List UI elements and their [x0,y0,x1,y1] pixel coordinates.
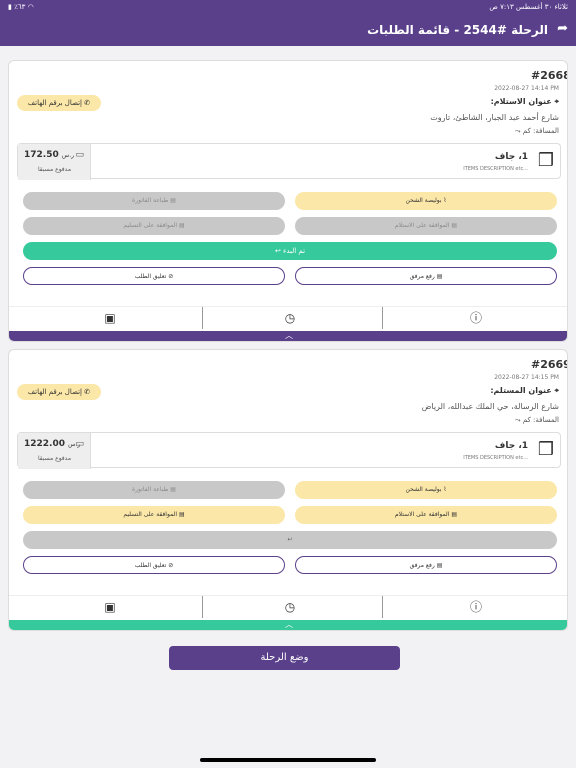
order-id: #2668 [531,69,568,82]
tab-bar: ⓘ ◷ ▣ [9,595,567,618]
address-text: شارع الرسالة، حي الملك عبدالله، الرياض [421,402,559,411]
accept-pickup-button[interactable]: ▤ الموافقة على الاستلام [295,506,557,524]
goods-box: 172.50 ر.س ▭ مدفوع مسبقا ❒ 1، جاف ITEMS … [17,143,561,180]
goods-title: 1، جاف [494,441,528,451]
upload-file-icon: ▤ [436,273,443,280]
goods-title: 1، جاف [494,152,528,162]
app-header: ➦ الرحلة #2544 - قائمة الطلبات [0,14,576,46]
chevron-up-icon: ︿ [285,331,293,340]
address-label: ⌖ عنوان الاستلام: [490,97,559,106]
status-bar: ثلاثاء ٣٠ أغسطس ٧:١٣ ص ▮ ٪٦٣ ◠ [0,0,576,14]
paid-label: مدفوع مسبقا [37,455,72,462]
accept-delivery-button[interactable]: ▤ الموافقة على التسليم [23,217,285,235]
tab-divider [202,596,203,618]
contact-book-icon[interactable]: ▣ [104,311,116,325]
goods-box: 1222.00 ر.س ▭ مدفوع مسبقا ❒ 1، جاف ITEMS… [17,432,561,469]
document-icon: ▤ [170,486,176,493]
credit-card-icon: ▭ [75,439,84,449]
order-date: 2022-08-27 14:14 PM [494,85,559,92]
info-icon[interactable]: ⓘ [469,600,482,614]
distance-label: المسافة: كم ⤳ [514,127,559,135]
order-id: #2669 [531,358,568,371]
tab-divider [382,307,383,329]
upload-attachment-button[interactable]: ▤ رفع مرفق [295,267,557,285]
ban-icon: ⊘ [168,273,174,280]
distance-label: المسافة: كم ⤳ [514,416,559,424]
trip-mode-button[interactable]: وضع الرحلة [169,646,400,670]
call-phone-button[interactable]: ✆ إتصال برقم الهاتف [17,384,101,400]
call-phone-button[interactable]: ✆ إتصال برقم الهاتف [17,95,101,111]
started-button[interactable]: تم البدء ↩ [23,242,557,260]
page-title: الرحلة #2544 - قائمة الطلبات [367,23,548,37]
suspend-order-button[interactable]: ⊘ تعليق الطلب [23,267,285,285]
route-icon: ⤳ [514,127,521,135]
boxes-icon: ❒ [537,150,554,171]
info-icon[interactable]: ⓘ [469,311,482,325]
accept-delivery-button[interactable]: ▤ الموافقة على التسليم [23,506,285,524]
status-time: ثلاثاء ٣٠ أغسطس ٧:١٣ ص [489,3,568,11]
file-check-icon: ▤ [178,511,185,518]
file-check-icon: ▤ [451,511,458,518]
ban-icon: ⊘ [168,562,174,569]
price-box: 172.50 ر.س ▭ مدفوع مسبقا [18,144,91,180]
upload-file-icon: ▤ [436,562,443,569]
goods-description: ITEMS DESCRIPTION etc... [463,166,528,172]
price-box: 1222.00 ر.س ▭ مدفوع مسبقا [18,433,91,469]
accept-pickup-button[interactable]: ▤ الموافقة على الاستلام [295,217,557,235]
file-check-icon: ▤ [178,222,185,229]
clock-icon[interactable]: ◷ [284,311,296,325]
battery-icon: ▮ ٪٦٣ ◠ [8,3,34,11]
suspend-order-button[interactable]: ⊘ تعليق الطلب [23,556,285,574]
order-date: 2022-08-27 14:15 PM [494,374,559,381]
tab-divider [202,307,203,329]
file-check-icon: ▤ [451,222,458,229]
address-text: شارع أحمد عبد الجبار، الشاطئ، تاروت [430,113,559,122]
address-label: ⌖ عنوان المستلم: [490,386,559,395]
print-invoice-button[interactable]: ▤ طباعة الفاتورة [23,481,285,499]
waybill-button[interactable]: ⌇ بوليصة الشحن [295,481,557,499]
order-card: #2668 2022-08-27 14:14 PM ⌖ عنوان الاستل… [8,60,568,342]
credit-card-icon: ▭ [75,150,84,160]
goods-description: ITEMS DESCRIPTION etc... [463,455,528,461]
tab-divider [382,596,383,618]
expand-toggle[interactable]: ︿ [9,620,567,630]
price-value: 1222.00 ر.س [24,439,81,449]
price-value: 172.50 ر.س [24,150,75,160]
boxes-icon: ❒ [537,439,554,460]
map-icon: ⌖ [554,386,559,395]
home-indicator [200,758,376,762]
chevron-up-icon: ︿ [285,620,293,629]
clock-icon[interactable]: ◷ [284,600,296,614]
tab-bar: ⓘ ◷ ▣ [9,306,567,329]
share-icon[interactable]: ➦ [557,21,568,36]
print-invoice-button[interactable]: ▤ طباعة الفاتورة [23,192,285,210]
route-icon: ⤳ [514,416,521,424]
location-pin-icon: ⌖ [554,97,559,106]
order-card: #2669 2022-08-27 14:15 PM ⌖ عنوان المستل… [8,349,568,631]
reply-arrow-icon: ↩ [274,247,281,255]
contact-book-icon[interactable]: ▣ [104,600,116,614]
paid-label: مدفوع مسبقا [37,166,72,173]
start-button[interactable]: ↩ [23,531,557,549]
reply-arrow-icon: ↩ [287,536,293,543]
document-icon: ▤ [170,197,176,204]
upload-attachment-button[interactable]: ▤ رفع مرفق [295,556,557,574]
phone-icon: ✆ [84,99,91,107]
expand-toggle[interactable]: ︿ [9,331,567,341]
paperclip-icon: ⌇ [443,197,447,204]
phone-icon: ✆ [84,388,91,396]
waybill-button[interactable]: ⌇ بوليصة الشحن [295,192,557,210]
paperclip-icon: ⌇ [443,486,447,493]
